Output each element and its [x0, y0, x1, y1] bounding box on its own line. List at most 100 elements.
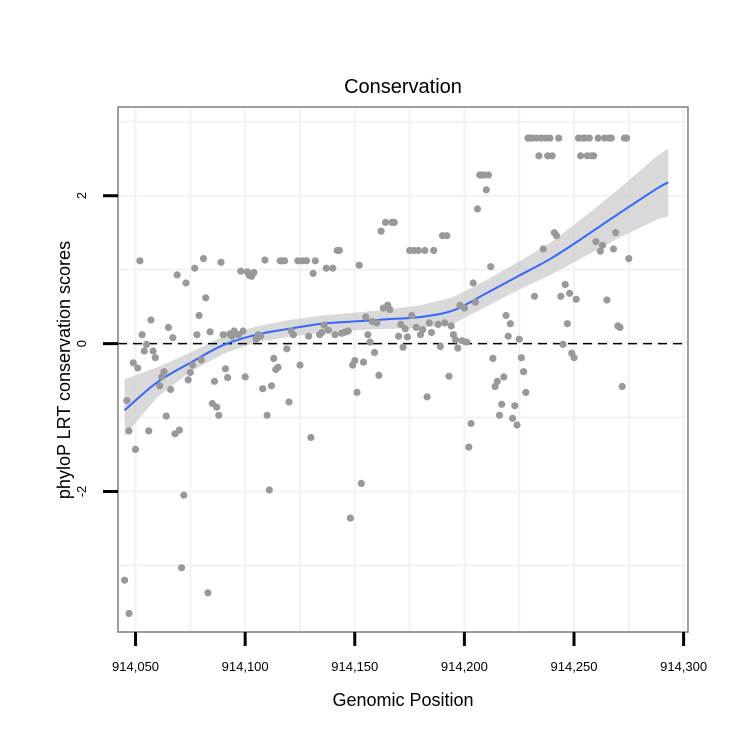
data-point: [592, 238, 600, 246]
x-tick-label: 914,200: [441, 659, 488, 674]
data-point: [202, 294, 210, 302]
data-point: [471, 298, 479, 306]
data-point: [364, 331, 372, 339]
plot-panel: [118, 107, 688, 632]
data-point: [129, 359, 137, 367]
data-point: [335, 246, 343, 255]
data-point: [156, 382, 164, 390]
y-tick-label: 0: [74, 340, 89, 347]
data-point: [473, 205, 482, 213]
data-point: [598, 241, 607, 249]
data-point: [224, 374, 232, 382]
data-point: [585, 134, 593, 142]
data-point: [463, 338, 471, 346]
data-point: [256, 332, 265, 340]
data-point: [305, 332, 313, 340]
data-point: [142, 340, 151, 348]
scatter-points: [121, 134, 633, 618]
data-point: [603, 296, 611, 304]
data-point: [427, 328, 436, 337]
data-point: [572, 295, 580, 303]
data-point: [346, 514, 354, 522]
data-point: [169, 334, 177, 342]
data-point: [283, 345, 291, 353]
data-point: [331, 331, 339, 339]
data-point: [493, 377, 501, 385]
data-point: [625, 255, 633, 263]
data-point: [561, 280, 569, 289]
data-point: [199, 255, 208, 263]
data-point: [419, 326, 427, 334]
data-point: [318, 328, 326, 337]
data-point: [555, 134, 563, 142]
data-point: [221, 365, 229, 373]
y-axis-title: phyloP LRT conservation scores: [54, 241, 74, 499]
data-point: [487, 263, 495, 271]
data-point: [309, 269, 317, 277]
data-point: [386, 306, 394, 314]
data-point: [436, 343, 444, 351]
data-point: [322, 264, 330, 272]
data-point: [353, 388, 361, 396]
data-point: [423, 393, 431, 401]
data-point: [307, 433, 315, 442]
data-point: [131, 445, 140, 453]
data-point: [357, 479, 365, 487]
x-axis-title: Genomic Position: [332, 690, 473, 710]
data-point: [508, 414, 517, 422]
data-point: [123, 397, 131, 405]
y-axis: -2 0 2: [74, 192, 118, 497]
data-point: [397, 320, 405, 328]
data-point: [138, 331, 146, 339]
data-point: [265, 486, 273, 494]
data-point: [261, 256, 269, 264]
data-point: [195, 311, 203, 320]
data-point: [421, 246, 429, 255]
data-point: [399, 343, 407, 351]
data-point: [241, 373, 249, 381]
data-point: [425, 319, 433, 327]
data-point: [469, 279, 477, 287]
data-point: [140, 347, 148, 355]
data-point: [498, 400, 506, 408]
data-point: [570, 354, 578, 362]
data-point: [381, 218, 390, 226]
data-point: [414, 246, 422, 255]
data-point: [577, 152, 585, 160]
data-point: [259, 385, 267, 393]
data-point: [164, 323, 172, 331]
data-point: [539, 245, 547, 253]
data-point: [213, 403, 221, 411]
data-point: [191, 264, 199, 272]
data-point: [563, 320, 572, 328]
data-point: [513, 421, 521, 429]
data-point: [482, 186, 490, 194]
data-point: [373, 319, 381, 327]
data-point: [596, 247, 604, 255]
data-point: [188, 361, 197, 369]
data-point: [206, 328, 214, 336]
data-point: [329, 264, 337, 272]
chart-title: Conservation: [344, 76, 462, 98]
data-point: [441, 319, 449, 327]
data-point: [618, 382, 626, 391]
data-point: [403, 333, 411, 341]
data-point: [594, 134, 602, 142]
data-point: [511, 402, 519, 410]
y-tick-label: 2: [74, 192, 89, 199]
data-point: [612, 229, 620, 237]
data-point: [517, 354, 526, 362]
data-point: [548, 152, 556, 160]
data-point: [454, 344, 462, 352]
data-point: [375, 371, 383, 379]
data-point: [217, 258, 225, 266]
data-point: [289, 331, 297, 339]
data-point: [151, 354, 159, 362]
data-point: [147, 316, 155, 324]
x-tick-label: 914,100: [222, 659, 269, 674]
data-point: [430, 246, 438, 255]
data-point: [125, 427, 133, 435]
data-point: [197, 356, 205, 364]
